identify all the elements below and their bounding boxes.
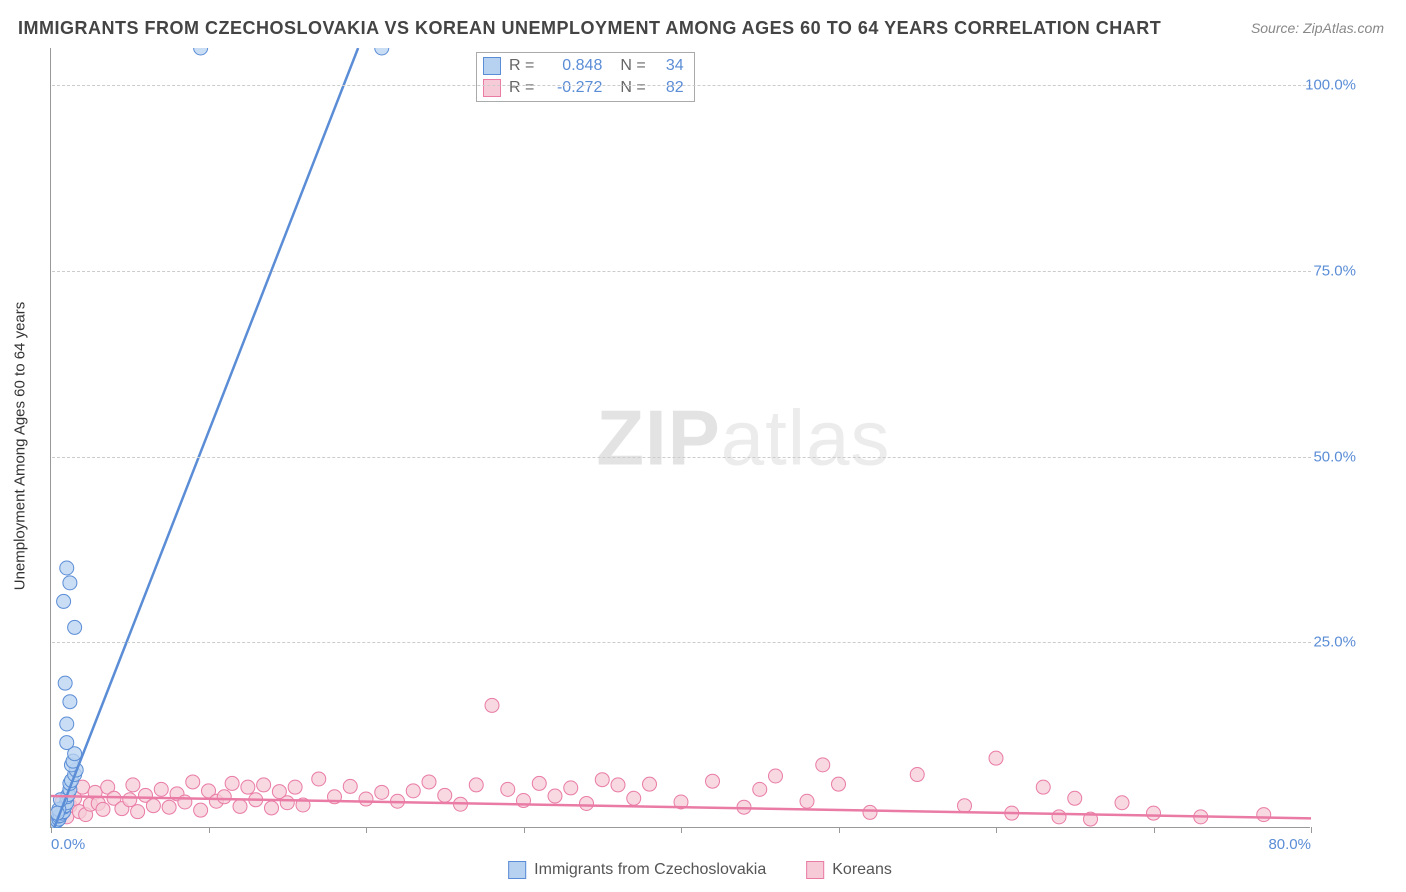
data-point-korean <box>1068 791 1082 805</box>
data-point-czech <box>57 594 71 608</box>
data-point-korean <box>146 799 160 813</box>
data-point-korean <box>832 777 846 791</box>
data-point-czech <box>68 620 82 634</box>
grid-line <box>52 85 1311 86</box>
data-point-korean <box>312 772 326 786</box>
data-point-korean <box>280 796 294 810</box>
legend-swatch <box>508 861 526 879</box>
data-point-czech <box>58 676 72 690</box>
data-point-korean <box>406 784 420 798</box>
data-point-korean <box>1052 810 1066 824</box>
x-tick <box>209 827 210 833</box>
data-point-korean <box>989 751 1003 765</box>
x-tick <box>1311 827 1312 833</box>
legend-swatch <box>806 861 824 879</box>
legend-item: Koreans <box>806 861 892 879</box>
data-point-korean <box>532 776 546 790</box>
x-tick <box>366 827 367 833</box>
data-point-korean <box>501 782 515 796</box>
y-tick-label: 25.0% <box>1313 634 1356 651</box>
x-tick-label: 80.0% <box>1268 836 1311 853</box>
legend-item: Immigrants from Czechoslovakia <box>508 861 766 879</box>
plot-svg <box>51 48 1311 828</box>
x-tick-label: 0.0% <box>51 836 85 853</box>
grid-line <box>52 271 1311 272</box>
data-point-korean <box>548 789 562 803</box>
data-point-korean <box>438 788 452 802</box>
x-tick <box>839 827 840 833</box>
x-tick <box>1154 827 1155 833</box>
data-point-korean <box>265 801 279 815</box>
x-tick <box>51 827 52 833</box>
data-point-korean <box>1115 796 1129 810</box>
data-point-korean <box>186 775 200 789</box>
data-point-korean <box>706 774 720 788</box>
data-point-korean <box>154 782 168 796</box>
data-point-korean <box>595 773 609 787</box>
data-point-czech <box>375 48 389 55</box>
data-point-korean <box>343 779 357 793</box>
data-point-korean <box>375 785 389 799</box>
data-point-korean <box>643 777 657 791</box>
data-point-korean <box>469 778 483 792</box>
plot-region: ZIPatlas R = 0.848 N = 34 R = -0.272 N =… <box>50 48 1310 828</box>
x-tick <box>681 827 682 833</box>
data-point-czech <box>63 695 77 709</box>
data-point-korean <box>863 805 877 819</box>
y-axis-label: Unemployment Among Ages 60 to 64 years <box>12 301 29 590</box>
y-tick-label: 50.0% <box>1313 448 1356 465</box>
data-point-korean <box>769 769 783 783</box>
data-point-korean <box>422 775 436 789</box>
data-point-czech <box>194 48 208 55</box>
grid-line <box>52 642 1311 643</box>
data-point-czech <box>60 717 74 731</box>
data-point-korean <box>580 796 594 810</box>
data-point-czech <box>60 736 74 750</box>
data-point-korean <box>241 780 255 794</box>
data-point-korean <box>162 800 176 814</box>
data-point-korean <box>816 758 830 772</box>
y-tick-label: 100.0% <box>1305 77 1356 94</box>
grid-line <box>52 457 1311 458</box>
source-credit: Source: ZipAtlas.com <box>1251 20 1384 36</box>
data-point-korean <box>1036 780 1050 794</box>
data-point-korean <box>800 794 814 808</box>
legend-label: Immigrants from Czechoslovakia <box>534 861 766 879</box>
data-point-korean <box>217 790 231 804</box>
data-point-korean <box>359 792 373 806</box>
x-tick <box>524 827 525 833</box>
data-point-korean <box>627 791 641 805</box>
data-point-korean <box>257 778 271 792</box>
data-point-korean <box>485 698 499 712</box>
data-point-korean <box>564 781 578 795</box>
data-point-korean <box>611 778 625 792</box>
data-point-korean <box>123 793 137 807</box>
chart-area: Unemployment Among Ages 60 to 64 years Z… <box>50 48 1350 843</box>
bottom-legend: Immigrants from Czechoslovakia Koreans <box>508 861 892 879</box>
data-point-korean <box>233 799 247 813</box>
data-point-korean <box>96 802 110 816</box>
chart-title: IMMIGRANTS FROM CZECHOSLOVAKIA VS KOREAN… <box>18 18 1161 39</box>
data-point-korean <box>126 778 140 792</box>
x-tick <box>996 827 997 833</box>
data-point-korean <box>753 782 767 796</box>
data-point-korean <box>910 768 924 782</box>
y-tick-label: 75.0% <box>1313 262 1356 279</box>
data-point-korean <box>958 799 972 813</box>
data-point-korean <box>1147 806 1161 820</box>
data-point-korean <box>1257 808 1271 822</box>
trend-line-czech <box>54 48 358 828</box>
data-point-korean <box>131 805 145 819</box>
data-point-korean <box>225 776 239 790</box>
legend-label: Koreans <box>832 861 892 879</box>
data-point-korean <box>194 803 208 817</box>
data-point-czech <box>60 561 74 575</box>
data-point-korean <box>288 780 302 794</box>
data-point-czech <box>63 576 77 590</box>
